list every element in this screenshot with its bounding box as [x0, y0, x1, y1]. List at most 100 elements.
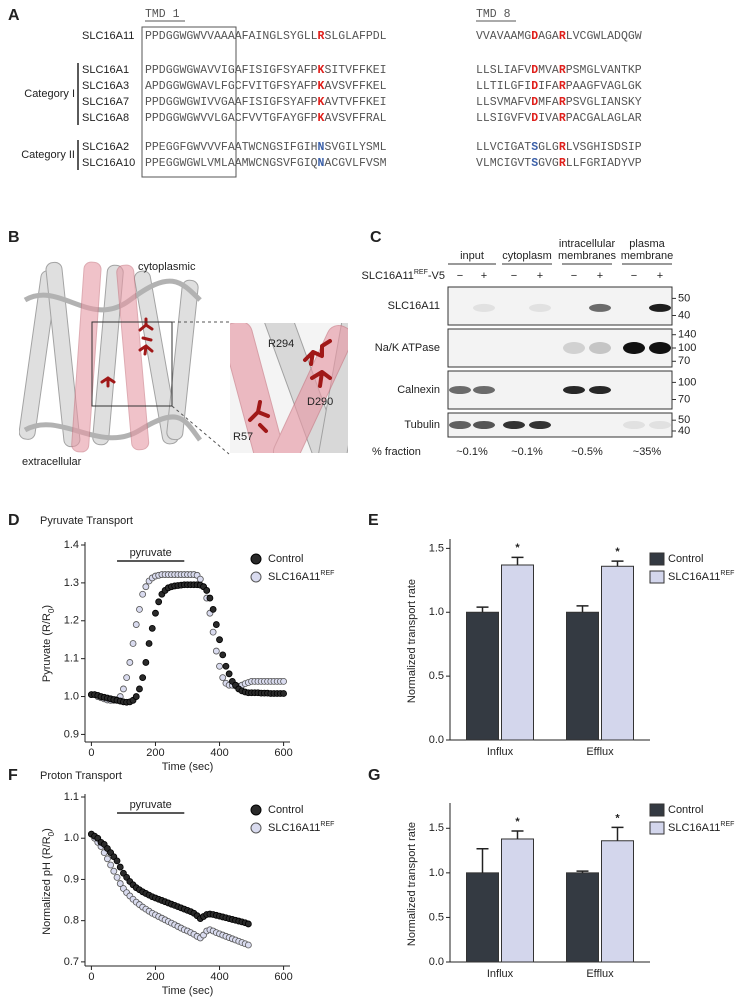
sequence: PPDGGWGWVVLGACFVVTGFAYGFPKAVSVFFRAL — [145, 112, 387, 125]
residues: AGA — [538, 30, 559, 43]
supscript: REF — [720, 821, 734, 828]
blot-name: Tubulin — [404, 419, 440, 431]
protein-name: SLC16A1 — [82, 64, 129, 76]
data-point — [244, 941, 252, 949]
highlighted-residue: K — [318, 80, 325, 93]
x-tick-label: Influx — [487, 746, 514, 758]
band — [649, 303, 671, 312]
band — [473, 303, 495, 312]
residues: IFA — [538, 80, 559, 93]
data-point — [132, 621, 140, 628]
residues: LLSVMAFV — [476, 96, 531, 109]
residue-label: R57 — [233, 431, 253, 443]
structure-overview — [19, 257, 204, 469]
data-point — [280, 690, 287, 697]
residues: SVGILYSML — [324, 141, 386, 154]
region-label: cytoplasmic — [138, 261, 196, 273]
annotation-label: pyruvate — [130, 799, 172, 811]
bar — [466, 611, 499, 741]
residues: PSVGLIANSKY — [566, 96, 642, 109]
y-tick-label: 1.0 — [64, 690, 79, 702]
x-tick-label: 200 — [146, 971, 164, 983]
band — [589, 342, 611, 354]
highlighted-residue: K — [318, 96, 325, 109]
data-point — [216, 662, 223, 670]
residues: AVSVFFRAL — [324, 112, 386, 125]
x-tick-label: 0 — [88, 747, 94, 759]
residues: LLSIGVFV — [476, 112, 531, 125]
data-point — [136, 606, 143, 613]
band — [503, 421, 525, 429]
band — [473, 421, 495, 429]
chart-title: Proton Transport — [40, 770, 122, 782]
chart-title: Pyruvate Transport — [40, 515, 133, 527]
y-tick-label: 1.0 — [429, 606, 444, 618]
x-tick-label: 200 — [146, 747, 164, 759]
sequence: VLMCIGVTSGVGRLLFGRIADYVP — [476, 157, 642, 170]
subscript: 0 — [47, 831, 56, 836]
data-point — [152, 609, 159, 617]
y-tick-label: 1.1 — [64, 791, 79, 803]
y-axis-label: Normalized transport rate — [406, 822, 418, 946]
highlighted-residue: N — [318, 141, 325, 154]
data-point — [132, 693, 140, 700]
highlighted-residue: R — [559, 80, 566, 93]
y-tick-label: 0.8 — [64, 915, 79, 927]
supscript: REF — [414, 269, 428, 276]
bar — [466, 872, 499, 963]
y-tick-label: 1.4 — [64, 539, 79, 551]
data-point — [129, 640, 137, 647]
blot-name: Calnexin — [397, 384, 440, 396]
fraction-label: % fraction — [372, 446, 421, 458]
legend-label: Control — [668, 804, 703, 816]
condition-sign: + — [657, 270, 663, 282]
residues: LLVCIGAT — [476, 141, 531, 154]
band — [623, 342, 645, 354]
structure-zoom — [230, 323, 348, 453]
y-tick-label: 0.5 — [429, 670, 444, 682]
construct-label: SLC16A11REF-V5 — [361, 269, 445, 282]
annotation-label: pyruvate — [130, 547, 172, 559]
residues: AVTVFFKEI — [324, 96, 386, 109]
legend-label: SLC16A11REF — [668, 821, 734, 834]
band — [623, 421, 645, 429]
text-part: SLC16A11 — [668, 571, 720, 583]
significance-mark: * — [615, 546, 620, 558]
data-point — [212, 621, 220, 628]
mw-label: 70 — [678, 393, 690, 405]
x-tick-label: 400 — [210, 747, 228, 759]
significance-mark: * — [615, 812, 620, 824]
highlighted-residue: R — [559, 157, 566, 170]
text-part: Control — [668, 804, 703, 816]
y-axis-label: Normalized pH (R/R0) — [41, 828, 56, 935]
mw-label: 50 — [678, 292, 690, 304]
bar — [566, 611, 599, 741]
text-part: Control — [268, 553, 303, 565]
protein-name: SLC16A10 — [82, 157, 135, 169]
data-point — [203, 587, 211, 594]
y-tick-label: 0.5 — [429, 911, 444, 923]
error-bar — [576, 605, 589, 613]
y-tick-label: 0.7 — [64, 956, 79, 968]
data-point — [196, 575, 204, 583]
data-point — [113, 873, 121, 881]
band — [589, 303, 611, 312]
y-tick-label: 1.0 — [429, 867, 444, 879]
bar — [566, 872, 599, 963]
legend-label: SLC16A11REF — [268, 821, 334, 834]
bar — [601, 565, 634, 741]
error-bar — [476, 606, 489, 613]
legend-label: SLC16A11REF — [268, 570, 334, 583]
residues: AVSVFFKEL — [324, 80, 386, 93]
residues: PACGALAGLAR — [566, 112, 642, 125]
residues: VVAVAAMG — [476, 30, 531, 43]
band — [563, 386, 585, 394]
panel-label: A — [8, 7, 20, 24]
highlighted-residue: S — [531, 141, 538, 154]
data-point — [222, 662, 230, 670]
data-point — [216, 636, 223, 644]
highlighted-residue: K — [318, 112, 325, 125]
y-tick-label: 0.0 — [429, 956, 444, 968]
sequence: PPDGGWGWVVAAAAFAINGLSYGLLRSLGLAFPDL — [145, 30, 387, 43]
y-tick-label: 1.2 — [64, 615, 79, 627]
